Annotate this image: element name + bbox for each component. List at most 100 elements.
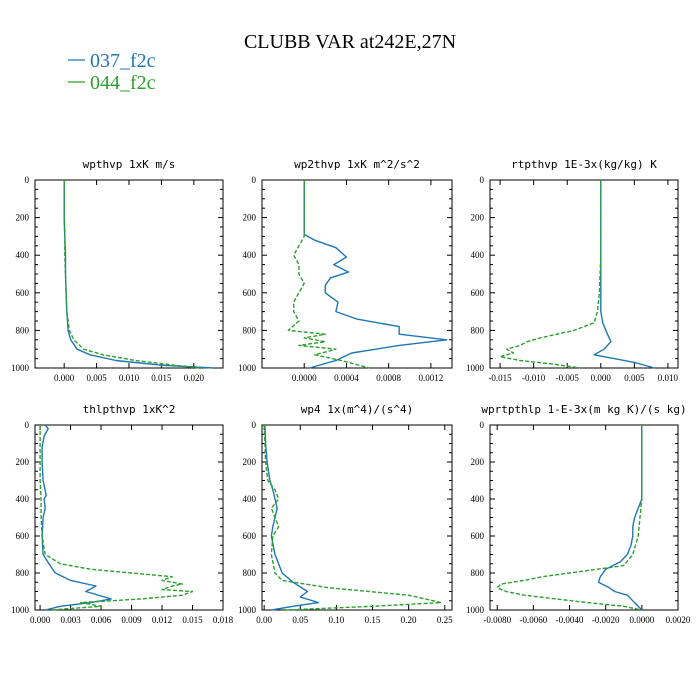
series-line-044_f2c bbox=[496, 425, 643, 611]
y-tick-label: 0 bbox=[252, 420, 257, 430]
x-tick-label: 0.15 bbox=[365, 615, 381, 625]
panel-title: wpthvp 1xK m/s bbox=[83, 158, 176, 171]
panel-1: wpthvp 1xK m/s 0 200 400 600 800 1000 0.000 0.00… bbox=[11, 158, 224, 383]
y-tick-label: 1000 bbox=[466, 363, 485, 373]
x-tick-label: -0.015 bbox=[488, 373, 512, 383]
series-line-037_f2c bbox=[597, 425, 643, 611]
panel-title: wp2thvp 1xK m^2/s^2 bbox=[294, 158, 420, 171]
x-tick-label: 0.0012 bbox=[419, 373, 444, 383]
series-line-044_f2c bbox=[63, 180, 201, 369]
panel-3: rtpthvp 1E-3x(kg/kg) K02004006008001000-… bbox=[466, 158, 679, 383]
y-tick-label: 600 bbox=[16, 288, 30, 298]
x-tick-label: 0.0008 bbox=[376, 373, 401, 383]
x-tick-label: -0.005 bbox=[556, 373, 580, 383]
x-tick-label: -0.0020 bbox=[592, 615, 620, 625]
y-tick-label: 800 bbox=[16, 325, 30, 335]
series-line-044_f2c bbox=[499, 180, 602, 369]
series-line-044_f2c bbox=[263, 424, 442, 611]
x-tick-label: 0.000 bbox=[54, 373, 75, 383]
legend-entry-2: 044_f2c bbox=[68, 72, 156, 94]
panel-title: rtpthvp 1E-3x(kg/kg) K bbox=[511, 158, 657, 171]
legend-label-1: 037_f2c bbox=[90, 50, 156, 72]
panel-6: wprtpthlp 1-E-3x(m kg K)/(s kg) 0 200 400 60… bbox=[466, 403, 691, 625]
x-tick-label: 0.006 bbox=[91, 615, 112, 625]
x-tick-label: 0.05 bbox=[292, 615, 308, 625]
y-tick-label: 400 bbox=[243, 494, 257, 504]
x-tick-label: 0.000 bbox=[591, 373, 612, 383]
y-tick-label: 200 bbox=[243, 213, 257, 223]
x-tick-label: -0.0040 bbox=[556, 615, 584, 625]
x-tick-label: 0.005 bbox=[624, 373, 645, 383]
y-tick-label: 1000 bbox=[11, 605, 30, 615]
y-tick-label: 0 bbox=[480, 175, 485, 185]
x-tick-label: 0.012 bbox=[152, 615, 172, 625]
x-tick-label: 0.010 bbox=[119, 373, 140, 383]
y-tick-label: 600 bbox=[471, 531, 485, 541]
x-tick-label: 0.015 bbox=[151, 373, 172, 383]
y-tick-label: 400 bbox=[16, 494, 30, 504]
y-tick-label: 800 bbox=[16, 568, 30, 578]
x-tick-label: 0.000 bbox=[30, 615, 51, 625]
y-tick-label: 0 bbox=[25, 420, 30, 430]
plot-frame bbox=[489, 424, 679, 611]
y-tick-label: 200 bbox=[471, 457, 485, 467]
y-tick-label: 0 bbox=[480, 420, 485, 430]
x-tick-label: 0.20 bbox=[401, 615, 417, 625]
series-line-037_f2c bbox=[303, 180, 448, 369]
x-tick-label: -0.0060 bbox=[520, 615, 548, 625]
y-tick-label: 400 bbox=[471, 494, 485, 504]
y-tick-label: 200 bbox=[16, 213, 30, 223]
plot-frame bbox=[261, 179, 453, 369]
y-tick-label: 0 bbox=[252, 175, 257, 185]
panel-2: wp2thvp 1xK m^2/s^2 0 200 400 600 800 1000 0.00… bbox=[238, 158, 453, 383]
x-tick-label: 0.020 bbox=[184, 373, 205, 383]
x-tick-label: 0.0000 bbox=[629, 615, 654, 625]
y-tick-label: 200 bbox=[471, 213, 485, 223]
legend-label-2: 044_f2c bbox=[90, 72, 156, 94]
y-tick-label: 800 bbox=[471, 568, 485, 578]
series-line-044_f2c bbox=[287, 180, 370, 369]
x-tick-label: 0.25 bbox=[437, 615, 453, 625]
x-tick-label: -0.0080 bbox=[483, 615, 511, 625]
y-tick-label: 1000 bbox=[238, 605, 257, 615]
x-tick-label: 0.003 bbox=[60, 615, 81, 625]
y-tick-label: 1000 bbox=[11, 363, 30, 373]
y-tick-label: 200 bbox=[16, 457, 30, 467]
y-tick-label: 800 bbox=[471, 325, 485, 335]
x-tick-label: 0.010 bbox=[658, 373, 679, 383]
y-tick-label: 600 bbox=[471, 288, 485, 298]
y-tick-label: 600 bbox=[243, 531, 257, 541]
x-tick-label: 0.015 bbox=[182, 615, 203, 625]
series-line-037_f2c bbox=[264, 424, 319, 611]
panel-title: wprtpthlp 1-E-3x(m kg K)/(s kg) bbox=[481, 403, 686, 416]
series-line-037_f2c bbox=[63, 180, 214, 369]
y-tick-label: 800 bbox=[243, 568, 257, 578]
y-tick-label: 400 bbox=[16, 250, 30, 260]
figure-title: CLUBB VAR at242E,27N bbox=[244, 31, 456, 53]
x-tick-label: 0.10 bbox=[329, 615, 345, 625]
y-tick-label: 400 bbox=[243, 250, 257, 260]
x-tick-label: 0.018 bbox=[213, 615, 234, 625]
legend: 037_f2c 044_f2c bbox=[68, 50, 156, 94]
x-tick-label: 0.0000 bbox=[292, 373, 317, 383]
plot-frame bbox=[489, 179, 679, 369]
legend-entry-1: 037_f2c bbox=[68, 50, 156, 72]
x-tick-label: 0.009 bbox=[121, 615, 142, 625]
y-tick-label: 0 bbox=[25, 175, 30, 185]
y-tick-label: 200 bbox=[243, 457, 257, 467]
x-tick-label: 0.005 bbox=[86, 373, 107, 383]
y-tick-label: 600 bbox=[243, 288, 257, 298]
panel-title: wp4 1x(m^4)/(s^4) bbox=[301, 403, 414, 416]
x-tick-label: 0.00 bbox=[256, 615, 272, 625]
y-tick-label: 800 bbox=[243, 325, 257, 335]
series-line-037_f2c bbox=[41, 424, 112, 611]
y-tick-label: 1000 bbox=[238, 363, 257, 373]
y-tick-label: 400 bbox=[471, 250, 485, 260]
y-tick-label: 600 bbox=[16, 531, 30, 541]
y-tick-label: 1000 bbox=[466, 605, 485, 615]
x-tick-label: 0.0020 bbox=[666, 615, 691, 625]
